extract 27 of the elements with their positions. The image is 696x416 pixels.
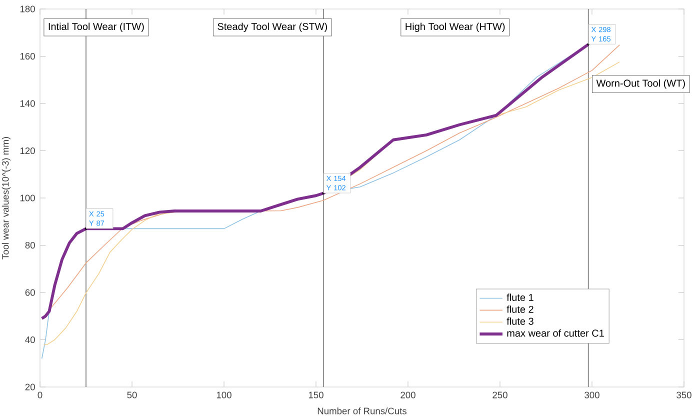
y-axis-title: Tool wear values(10^(-3) mm) — [2, 137, 11, 260]
x-tick-label: 250 — [492, 392, 508, 398]
x-tick-label: 0 — [38, 392, 42, 398]
annotation: Intial Tool Wear (ITW) — [48, 22, 144, 32]
y-tick-label: 100 — [20, 194, 35, 202]
x-tick-label: 350 — [676, 392, 692, 398]
x-tick-label: 100 — [216, 392, 232, 398]
x-tick-label: 50 — [127, 392, 137, 398]
x-tick-label: 200 — [400, 392, 416, 398]
annotation: Worn-Out Tool (WT) — [596, 79, 685, 89]
y-tick-label: 160 — [20, 52, 35, 60]
y-tick-label: 120 — [20, 147, 35, 154]
annotation: High Tool Wear (HTW) — [406, 22, 505, 32]
y-tick-label: 20 — [25, 384, 35, 390]
legend-label: flute 2 — [506, 306, 534, 313]
annotation: Steady Tool Wear (STW) — [218, 22, 328, 32]
x-tick-label: 300 — [584, 392, 600, 398]
legend-label: flute 3 — [506, 317, 534, 325]
x-tick-label: 150 — [308, 392, 324, 398]
y-tick-label: 80 — [25, 242, 35, 249]
y-tick-label: 40 — [25, 336, 35, 344]
y-tick-label: 180 — [20, 6, 35, 12]
legend-label: max wear of cutter C1 — [507, 329, 604, 337]
legend-label: flute 1 — [506, 294, 534, 301]
y-tick-label: 140 — [20, 100, 35, 107]
y-tick-label: 60 — [25, 289, 35, 296]
x-axis-title: Number of Runs/Cuts — [318, 407, 407, 414]
